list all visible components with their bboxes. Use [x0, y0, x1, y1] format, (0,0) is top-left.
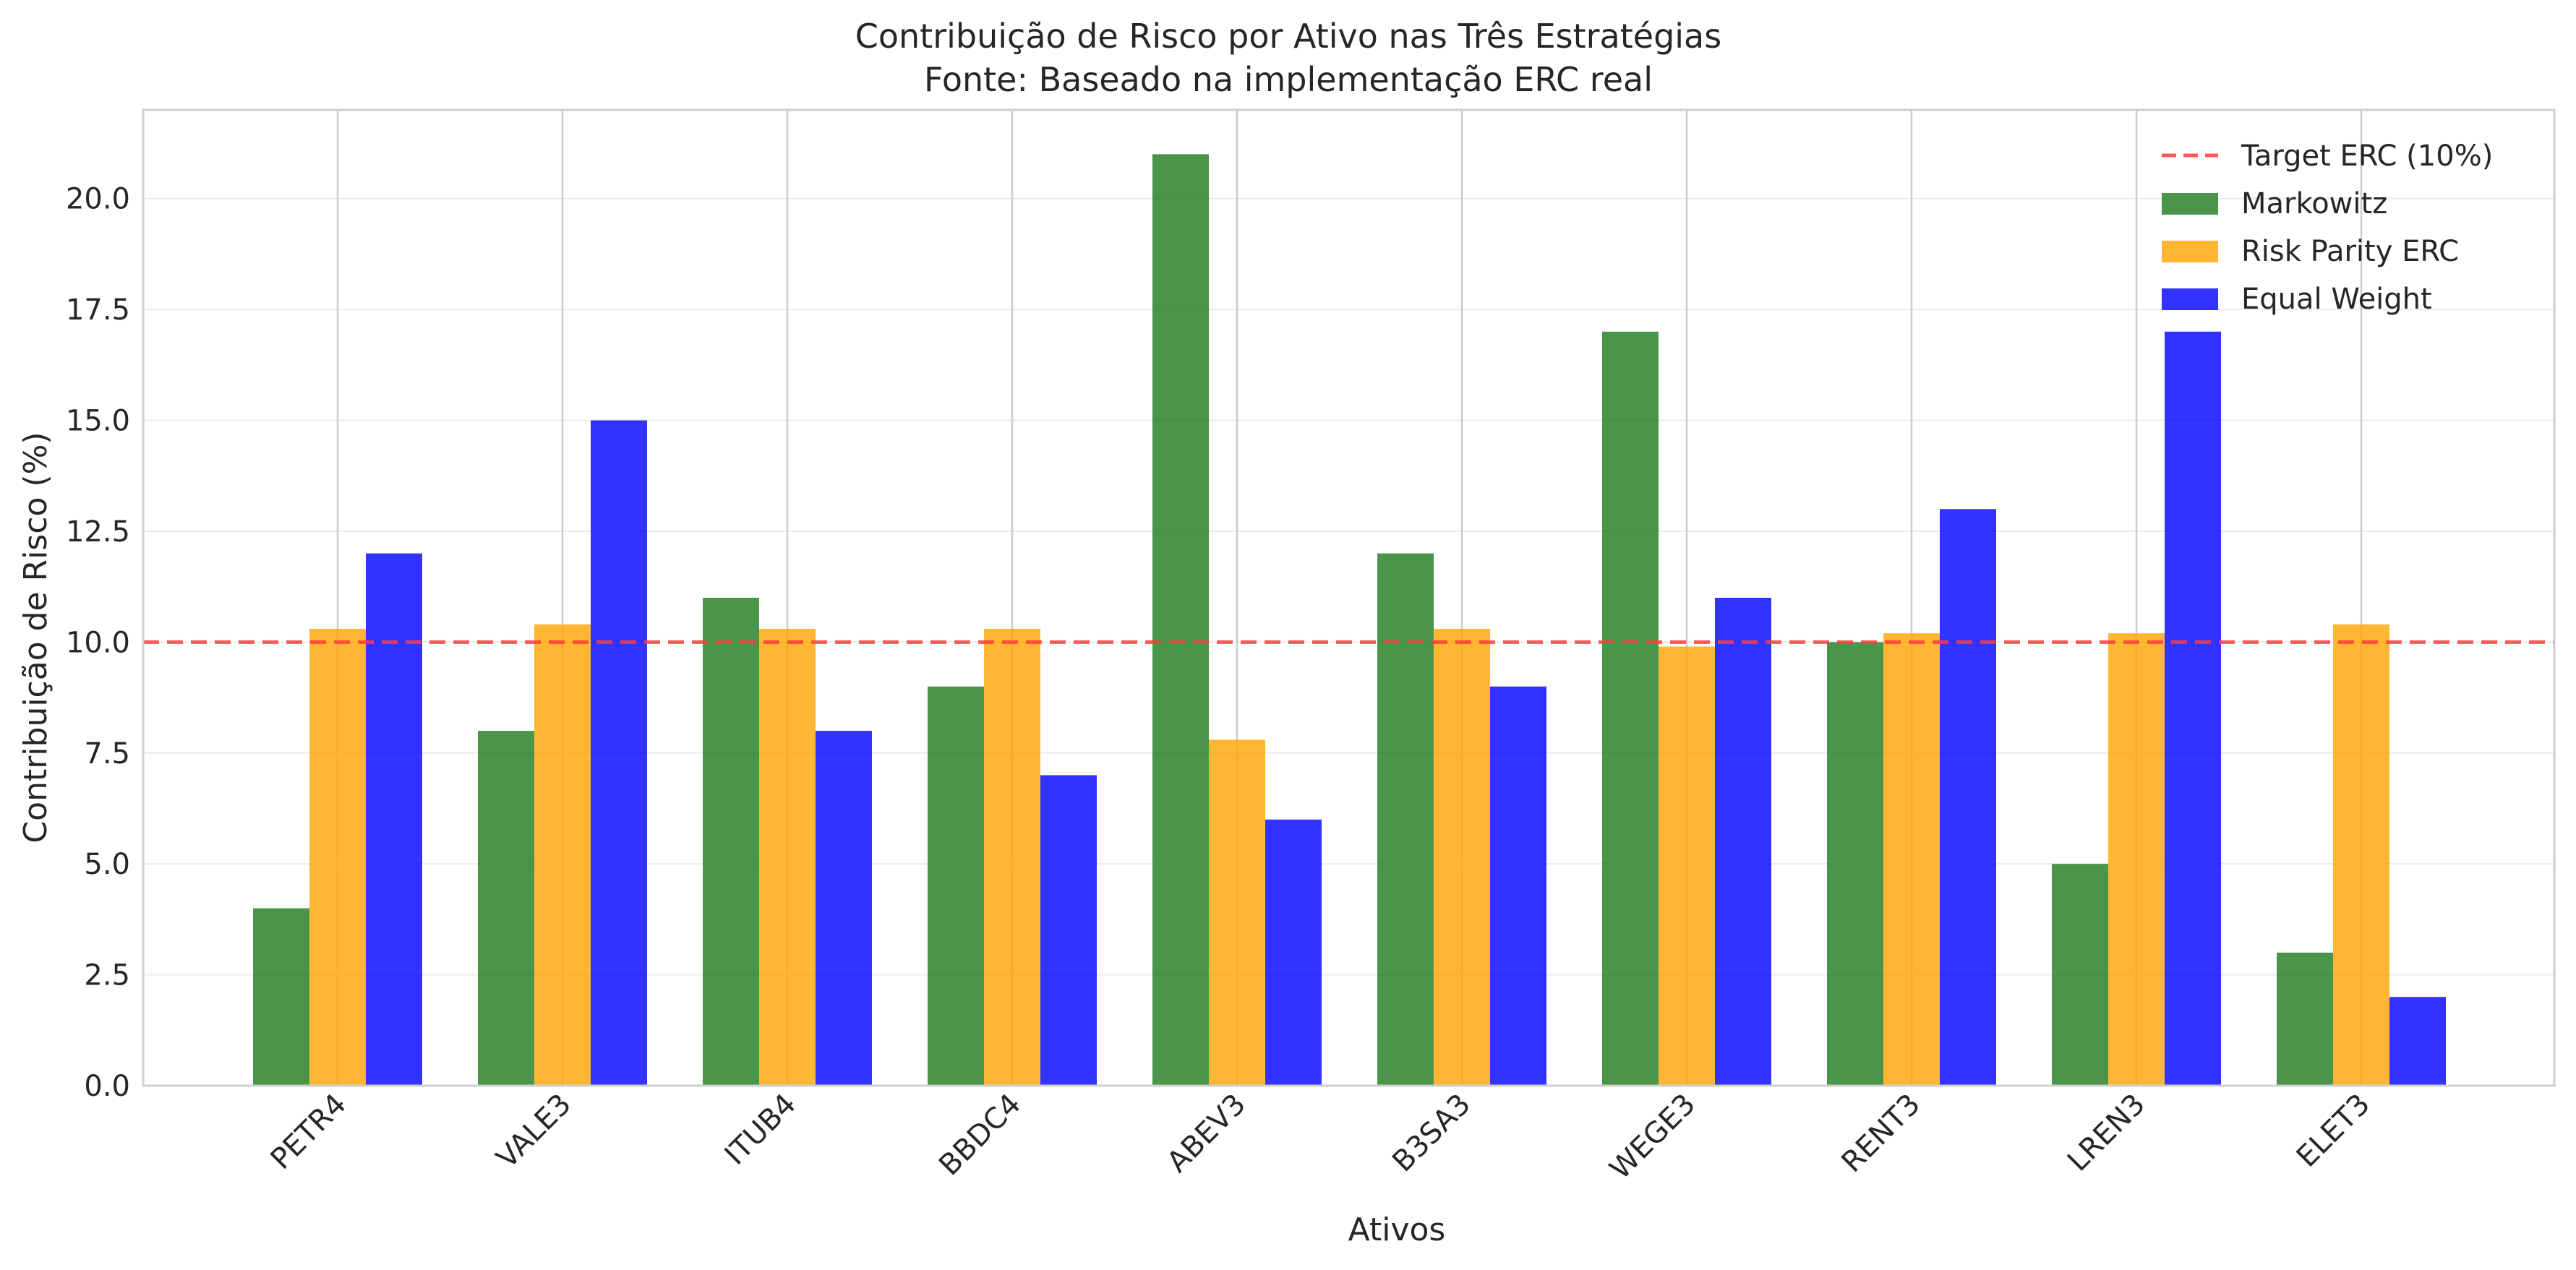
- bar-risk-parity-erc-bbdc4: [984, 628, 1040, 1086]
- bar-equal-weight-wege3: [1715, 598, 1771, 1086]
- bar-risk-parity-erc-rent3: [1883, 633, 1940, 1086]
- y-tick-label: 12.5: [66, 515, 130, 549]
- legend-label: Risk Parity ERC: [2241, 235, 2459, 268]
- legend-swatch: [2162, 241, 2218, 262]
- y-tick-label: 0.0: [84, 1070, 130, 1103]
- bar-risk-parity-erc-elet3: [2333, 624, 2389, 1086]
- bar-markowitz-elet3: [2277, 952, 2333, 1086]
- bar-equal-weight-elet3: [2389, 997, 2446, 1086]
- y-tick-label: 7.5: [84, 737, 130, 771]
- x-tick-label: WEGE3: [1604, 1088, 1702, 1186]
- legend-swatch: [2162, 288, 2218, 310]
- bar-risk-parity-erc-abev3: [1209, 739, 1265, 1086]
- x-tick-label: LREN3: [2061, 1088, 2152, 1178]
- bar-markowitz-bbdc4: [928, 686, 984, 1086]
- bar-markowitz-itub4: [703, 598, 759, 1086]
- bar-equal-weight-vale3: [591, 420, 647, 1086]
- y-tick-labels: 0.0 2.5 5.0 7.5 10.0 12.5 15.0 17.5 20.0: [66, 183, 130, 1103]
- x-tick-label: BBDC4: [933, 1088, 1027, 1183]
- y-tick-label: 20.0: [66, 183, 130, 216]
- y-axis-label: Contribuição de Risco (%): [17, 432, 54, 843]
- x-tick-label: PETR4: [265, 1088, 353, 1176]
- legend-item-risk-parity-erc: Risk Parity ERC: [2162, 235, 2459, 268]
- x-tick-label: ELET3: [2290, 1088, 2376, 1174]
- y-tick-label: 10.0: [66, 626, 130, 659]
- legend-item-markowitz: Markowitz: [2162, 187, 2387, 220]
- legend-item-equal-weight: Equal Weight: [2162, 283, 2432, 316]
- legend: Target ERC (10%) Markowitz Risk Parity ERC…: [2162, 140, 2493, 316]
- y-tick-label: 15.0: [66, 405, 130, 438]
- chart-title: Contribuição de Risco por Ativo nas Três…: [855, 17, 1721, 56]
- bar-equal-weight-rent3: [1940, 509, 1996, 1086]
- legend-label: Target ERC (10%): [2241, 140, 2493, 173]
- bar-risk-parity-erc-vale3: [534, 624, 591, 1086]
- x-tick-labels: PETR4 VALE3 ITUB4 BBDC4 ABEV3 B3SA3 WEGE3 RENT3…: [265, 1088, 2376, 1186]
- legend-label: Equal Weight: [2241, 283, 2432, 316]
- bar-equal-weight-itub4: [816, 731, 872, 1086]
- bar-risk-parity-erc-wege3: [1659, 646, 1715, 1086]
- y-tick-label: 2.5: [84, 959, 130, 992]
- y-tick-label: 5.0: [84, 848, 130, 881]
- bar-markowitz-wege3: [1602, 331, 1659, 1086]
- bar-equal-weight-bbdc4: [1040, 775, 1097, 1086]
- bar-equal-weight-lren3: [2165, 331, 2221, 1086]
- bar-equal-weight-petr4: [366, 553, 422, 1086]
- bar-risk-parity-erc-petr4: [309, 628, 366, 1086]
- bar-markowitz-lren3: [2052, 864, 2108, 1086]
- bar-markowitz-rent3: [1827, 642, 1883, 1086]
- legend-item-target-erc: Target ERC (10%): [2162, 140, 2493, 173]
- legend-swatch: [2162, 193, 2218, 215]
- bar-equal-weight-abev3: [1265, 819, 1322, 1086]
- bar-equal-weight-b3sa3: [1490, 686, 1546, 1086]
- y-tick-label: 17.5: [66, 293, 130, 327]
- bar-risk-parity-erc-lren3: [2108, 633, 2165, 1086]
- bar-risk-parity-erc-b3sa3: [1434, 628, 1490, 1086]
- legend-label: Markowitz: [2241, 187, 2387, 220]
- x-tick-label: RENT3: [1836, 1088, 1927, 1179]
- bar-markowitz-b3sa3: [1377, 553, 1434, 1086]
- x-tick-label: B3SA3: [1386, 1088, 1477, 1179]
- x-axis-label: Ativos: [1348, 1211, 1446, 1248]
- bar-risk-parity-erc-itub4: [759, 628, 816, 1086]
- bar-markowitz-petr4: [253, 908, 309, 1086]
- bar-markowitz-vale3: [478, 731, 534, 1086]
- plot-frame: [142, 108, 2556, 1087]
- x-tick-label: ITUB4: [719, 1088, 803, 1172]
- bar-markowitz-abev3: [1152, 154, 1209, 1086]
- chart-subtitle: Fonte: Baseado na implementação ERC real: [924, 60, 1653, 99]
- bars-layer: [253, 154, 2446, 1086]
- x-tick-label: ABEV3: [1161, 1088, 1252, 1179]
- x-tick-label: VALE3: [490, 1088, 578, 1175]
